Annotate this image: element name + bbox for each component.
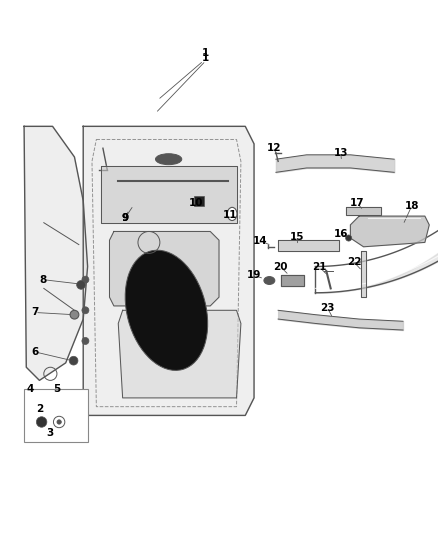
Polygon shape (24, 126, 88, 381)
Text: 3: 3 (47, 428, 54, 438)
Text: 14: 14 (253, 236, 268, 246)
Circle shape (36, 417, 47, 427)
Polygon shape (118, 310, 241, 398)
Polygon shape (350, 216, 429, 247)
Polygon shape (361, 251, 366, 297)
Text: 18: 18 (404, 201, 419, 211)
FancyBboxPatch shape (194, 197, 204, 206)
Ellipse shape (155, 154, 182, 165)
Text: 7: 7 (32, 308, 39, 318)
Text: 8: 8 (39, 274, 46, 285)
Text: 16: 16 (333, 229, 348, 239)
Polygon shape (110, 231, 219, 306)
FancyBboxPatch shape (24, 389, 88, 442)
Circle shape (346, 235, 352, 241)
Text: 11: 11 (223, 210, 237, 220)
Text: 10: 10 (189, 198, 204, 208)
Text: 19: 19 (247, 270, 261, 280)
Polygon shape (346, 207, 381, 215)
Text: 1: 1 (202, 53, 209, 62)
Polygon shape (281, 275, 304, 286)
Text: 13: 13 (333, 149, 348, 158)
Circle shape (82, 276, 89, 283)
Circle shape (57, 420, 61, 424)
Polygon shape (101, 166, 237, 223)
Text: 9: 9 (121, 213, 128, 223)
Circle shape (77, 280, 85, 289)
Circle shape (70, 310, 79, 319)
Text: 2: 2 (36, 404, 43, 414)
Text: 22: 22 (346, 257, 361, 267)
Text: 15: 15 (290, 232, 304, 242)
Polygon shape (278, 240, 339, 251)
Ellipse shape (125, 250, 208, 370)
Text: 6: 6 (32, 347, 39, 357)
Circle shape (69, 356, 78, 365)
Circle shape (82, 307, 89, 314)
Text: 20: 20 (273, 262, 288, 271)
Text: 17: 17 (350, 198, 364, 208)
Text: 5: 5 (53, 384, 60, 394)
Text: 1: 1 (202, 49, 209, 59)
Text: 9: 9 (121, 213, 128, 223)
Text: 4: 4 (26, 384, 33, 394)
Text: 12: 12 (266, 143, 281, 154)
Text: 21: 21 (312, 262, 327, 272)
Text: 23: 23 (320, 303, 335, 313)
Ellipse shape (227, 207, 237, 221)
Ellipse shape (264, 277, 275, 285)
Polygon shape (83, 126, 254, 415)
Circle shape (82, 337, 89, 344)
